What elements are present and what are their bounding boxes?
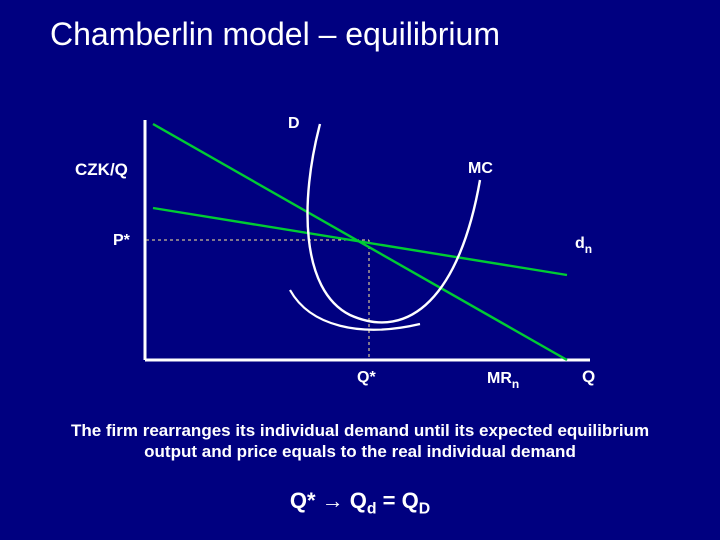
- curve-MRn: [290, 290, 420, 330]
- label-Pstar: P*: [113, 232, 131, 249]
- caption-line2: output and price equals to the real indi…: [144, 442, 576, 461]
- label-x-axis: Q: [582, 367, 595, 386]
- label-y-axis: CZK/Q: [75, 160, 128, 179]
- chart-area: CZK/Q Q Q* P* D MC dn MRn: [0, 70, 720, 400]
- label-dn: dn: [575, 235, 592, 256]
- formula: Q* → Qd = QD: [0, 488, 720, 518]
- curve-MC: [308, 124, 480, 322]
- label-MC: MC: [468, 160, 493, 177]
- caption-line1: The firm rearranges its individual deman…: [71, 421, 649, 440]
- label-Qstar: Q*: [357, 369, 376, 386]
- label-MRn: MRn: [487, 370, 519, 391]
- curve-dn: [153, 208, 567, 275]
- caption-text: The firm rearranges its individual deman…: [0, 420, 720, 463]
- diagram-svg: CZK/Q Q Q* P* D MC dn MRn: [0, 70, 720, 400]
- page-title: Chamberlin model – equilibrium: [50, 16, 500, 53]
- label-D: D: [288, 115, 300, 132]
